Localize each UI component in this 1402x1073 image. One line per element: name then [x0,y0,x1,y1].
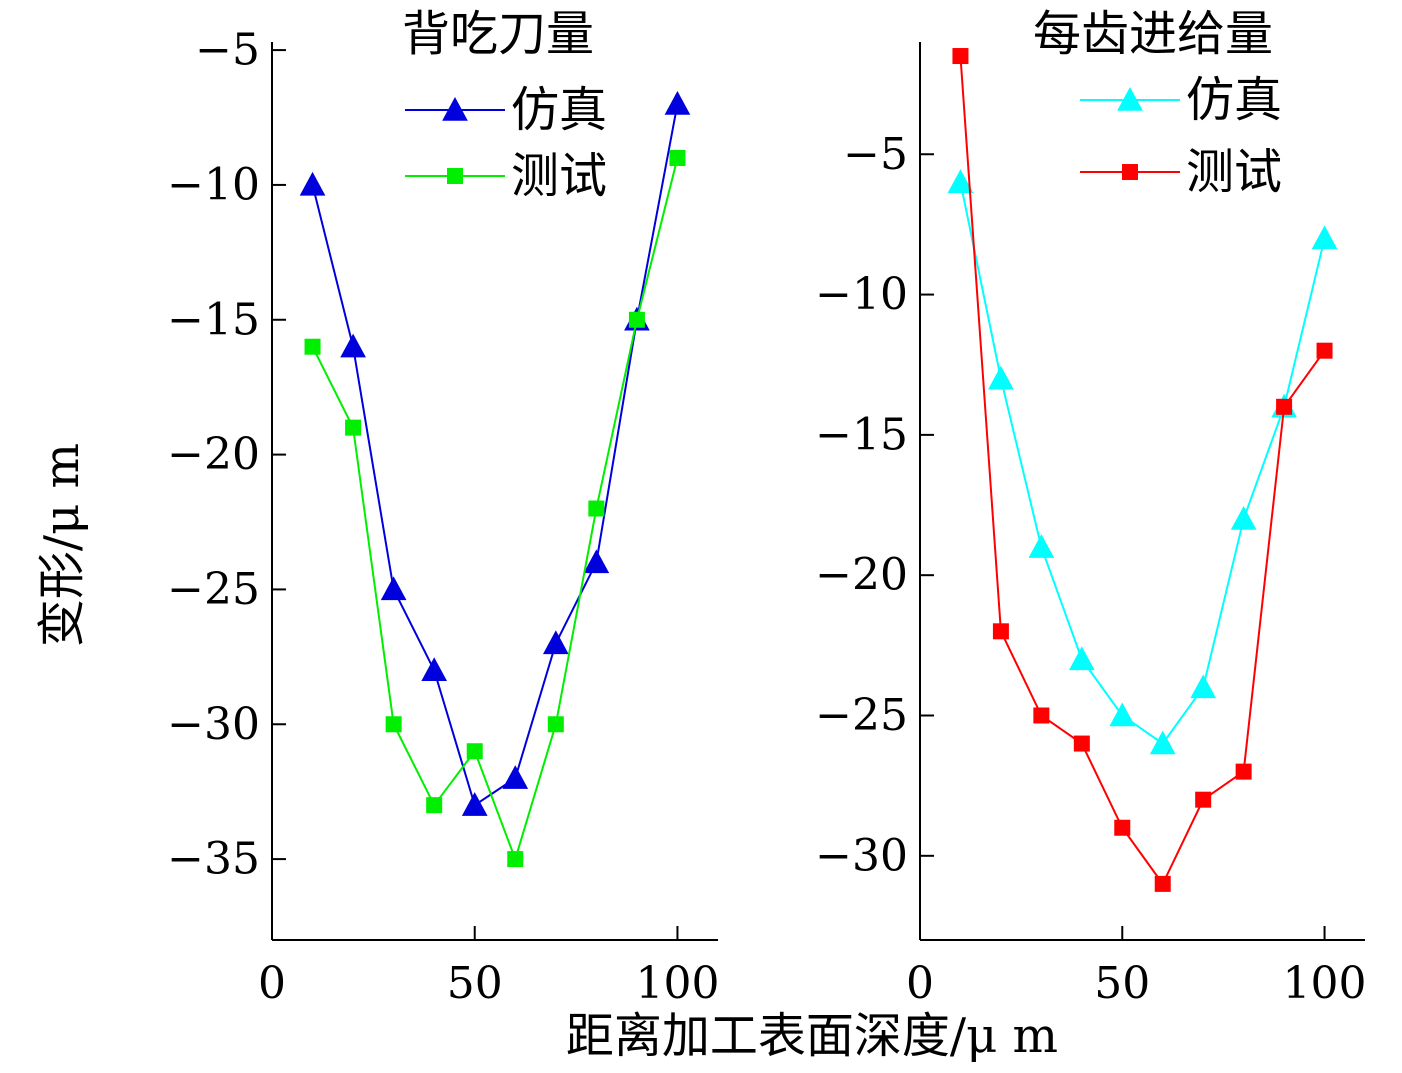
y-tick-label: −5 [195,25,260,76]
legend-marker [1122,164,1138,180]
data-point [1033,707,1050,724]
data-point [664,90,691,115]
data-point [1149,730,1176,755]
data-point [340,333,366,358]
y-tick-label: −10 [167,159,260,210]
legend-label: 测试 [1186,144,1282,200]
data-point [542,630,569,655]
y-tick-label: −25 [167,564,260,615]
x-axis-label: 距离加工表面深度/μ m [566,1008,1058,1064]
data-point [1114,819,1131,836]
x-tick-label: 100 [1283,958,1367,1009]
data-point [628,311,645,328]
series-1 [299,90,691,816]
chart-title: 背吃刀量 [402,6,594,62]
data-point [421,657,448,682]
y-tick-label: −20 [815,550,908,601]
data-point [1316,342,1333,359]
x-tick-label: 50 [447,958,503,1009]
series-line [959,182,1326,745]
series-2 [952,48,1333,892]
y-tick-label: −35 [167,834,260,885]
legend-marker [447,168,463,184]
y-axis-label: 变形/μ m [34,443,90,647]
data-point [385,716,402,733]
y-tick-label: −15 [167,294,260,345]
data-point [952,48,969,65]
legend-marker [442,96,468,121]
data-point [304,338,321,355]
y-tick-label: −5 [843,129,908,180]
series-1 [947,169,1338,755]
data-point [345,419,362,436]
x-tick-label: 0 [906,958,934,1009]
legend-label: 测试 [511,148,607,204]
data-point [1109,702,1136,727]
data-point [947,169,974,194]
legend-marker [1117,86,1143,111]
legend-label: 仿真 [1186,72,1282,128]
data-point [1068,646,1095,671]
data-point [461,792,488,816]
data-point [507,851,524,868]
x-tick-label: 0 [258,958,286,1009]
data-point [669,149,686,166]
x-tick-label: 50 [1094,958,1150,1009]
y-tick-label: −30 [167,699,260,750]
series-line [311,157,679,863]
data-point [1235,763,1252,780]
data-point [299,171,326,196]
data-point [583,549,610,574]
y-tick-label: −30 [815,830,908,881]
data-point [1195,791,1212,808]
y-tick-label: −10 [815,269,908,320]
data-point [1154,875,1171,892]
data-point [1190,674,1217,699]
y-tick-label: −20 [167,429,260,480]
chart-title: 每齿进给量 [1033,6,1273,62]
y-tick-label: −25 [815,690,908,741]
data-point [547,716,564,733]
data-point [426,797,443,814]
data-point [1276,398,1293,415]
data-point [1230,506,1257,530]
data-point [988,365,1014,390]
legend-label: 仿真 [511,82,607,138]
data-point [992,623,1009,640]
data-point [466,743,483,760]
series-line [311,103,679,807]
data-point [502,765,529,789]
series-2 [304,149,686,868]
data-point [1028,534,1055,558]
data-point [380,576,407,601]
y-tick-label: −15 [815,409,908,460]
data-point [588,500,605,517]
data-point [1311,225,1338,250]
series-line [959,55,1326,886]
x-tick-label: 100 [635,958,719,1009]
data-point [1073,735,1090,752]
